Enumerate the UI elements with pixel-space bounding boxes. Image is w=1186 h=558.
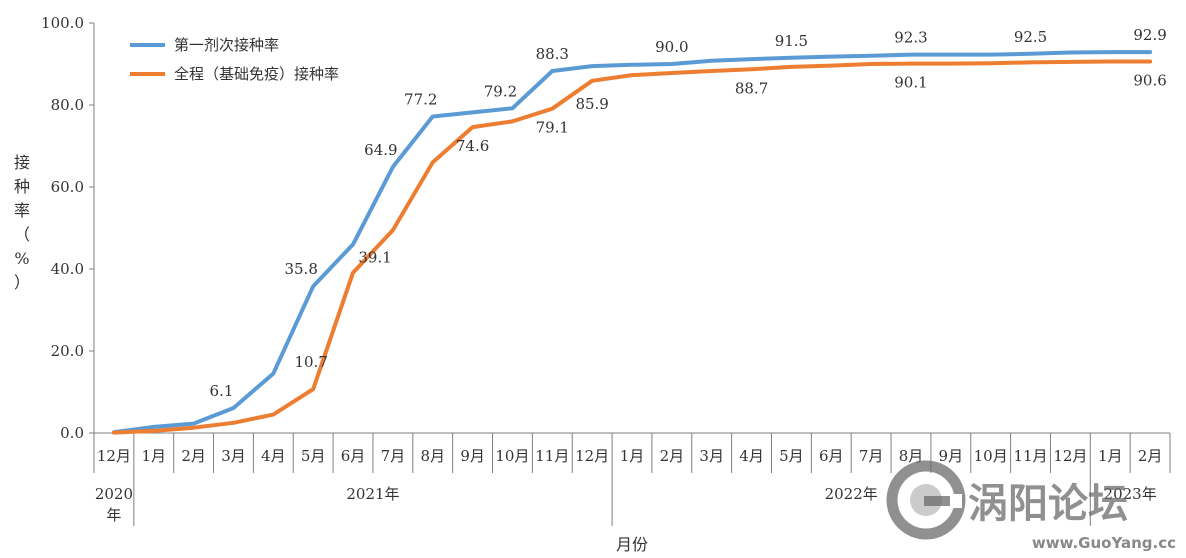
legend-label-first-dose: 第一剂次接种率: [174, 36, 279, 54]
data-label: 88.3: [536, 45, 569, 63]
y-tick-label: 80.0: [51, 96, 84, 114]
data-label: 91.5: [775, 32, 808, 50]
axes: [89, 22, 1171, 526]
data-label: 79.2: [484, 82, 517, 100]
watermark-logo-icon: [886, 460, 966, 540]
x-axis-title: 月份: [616, 535, 648, 554]
x-tick-label: 4月: [739, 447, 764, 465]
y-axis-title: 接种率（%）: [14, 153, 30, 292]
year-label-suffix: 年: [106, 506, 121, 524]
x-tick-label: 12月: [575, 447, 609, 465]
x-tick-label: 2月: [1138, 447, 1163, 465]
watermark-text: 涡阳论坛: [968, 481, 1128, 527]
year-label: 2022年: [825, 485, 878, 503]
x-tick-label: 1月: [620, 447, 645, 465]
legend-label-full-course: 全程（基础免疫）接种率: [174, 65, 339, 83]
x-tick-labels: 12月 1月 2月 3月 4月 5月 6月 7月 8月 9月 10月 11月 12月 1月 2月 3月 4月 5月…: [97, 447, 1162, 465]
data-label: 64.9: [364, 141, 397, 159]
data-label: 10.7: [294, 353, 327, 371]
series-lines: [111, 50, 1153, 435]
x-tick-label: 10月: [495, 447, 529, 465]
x-tick-label: 11月: [1013, 447, 1047, 465]
x-tick-label: 2月: [660, 447, 685, 465]
year-label: 2021年: [346, 485, 399, 503]
x-tick-label: 12月: [97, 447, 131, 465]
data-label: 90.1: [894, 74, 927, 92]
data-label: 90.0: [655, 38, 688, 56]
x-tick-label: 6月: [819, 447, 844, 465]
x-tick-label: 7月: [859, 447, 884, 465]
legend: 第一剂次接种率 全程（基础免疫）接种率: [130, 36, 339, 83]
data-label: 90.6: [1133, 72, 1166, 90]
x-tick-label: 7月: [381, 447, 406, 465]
x-tick-label: 11月: [535, 447, 569, 465]
data-label: 35.8: [284, 260, 317, 278]
y-tick-label: 100.0: [41, 14, 84, 32]
data-label: 92.5: [1014, 28, 1047, 46]
x-tick-label: 1月: [1098, 447, 1123, 465]
data-labels: 6.1 35.8 64.9 77.2 79.2 88.3 90.0 91.5 92.3 92.5 9…: [210, 26, 1167, 400]
year-label: 2020: [95, 485, 133, 503]
x-tick-label: 3月: [699, 447, 724, 465]
x-tick-label: 4月: [261, 447, 286, 465]
data-label: 92.9: [1133, 26, 1166, 44]
data-label: 79.1: [536, 119, 569, 137]
y-tick-label: 40.0: [51, 260, 84, 278]
watermark-url: www.GuoYang.cc: [1032, 534, 1176, 552]
series-line-first-dose: [111, 50, 1153, 435]
x-tick-label: 5月: [779, 447, 804, 465]
y-tick-label: 20.0: [51, 342, 84, 360]
x-tick-label: 5月: [301, 447, 326, 465]
x-tick-label: 8月: [899, 447, 924, 465]
x-tick-label: 8月: [420, 447, 445, 465]
year-label: 2023年: [1104, 485, 1157, 503]
year-group-labels: 2020 年 2021年 2022年 2023年: [95, 485, 1157, 524]
x-tick-label: 2月: [181, 447, 206, 465]
y-tick-label: 60.0: [51, 178, 84, 196]
data-label: 74.6: [456, 137, 489, 155]
data-label: 92.3: [894, 29, 927, 47]
data-label: 88.7: [735, 79, 768, 97]
y-tick-labels: 0.0 20.0 40.0 60.0 80.0 100.0: [41, 14, 84, 442]
x-tick-label: 9月: [939, 447, 964, 465]
x-tick-label: 1月: [142, 447, 167, 465]
y-tick-label: 0.0: [60, 424, 84, 442]
watermark: 涡阳论坛 www.GuoYang.cc: [886, 460, 1176, 552]
series-line-full-course: [111, 59, 1153, 435]
x-tick-label: 12月: [1053, 447, 1087, 465]
data-label: 77.2: [404, 90, 437, 108]
x-tick-label: 10月: [974, 447, 1008, 465]
data-label: 39.1: [358, 249, 391, 267]
x-tick-label: 9月: [460, 447, 485, 465]
data-label: 85.9: [575, 95, 608, 113]
x-tick-label: 3月: [221, 447, 246, 465]
data-label: 6.1: [210, 382, 234, 400]
x-tick-label: 6月: [341, 447, 366, 465]
